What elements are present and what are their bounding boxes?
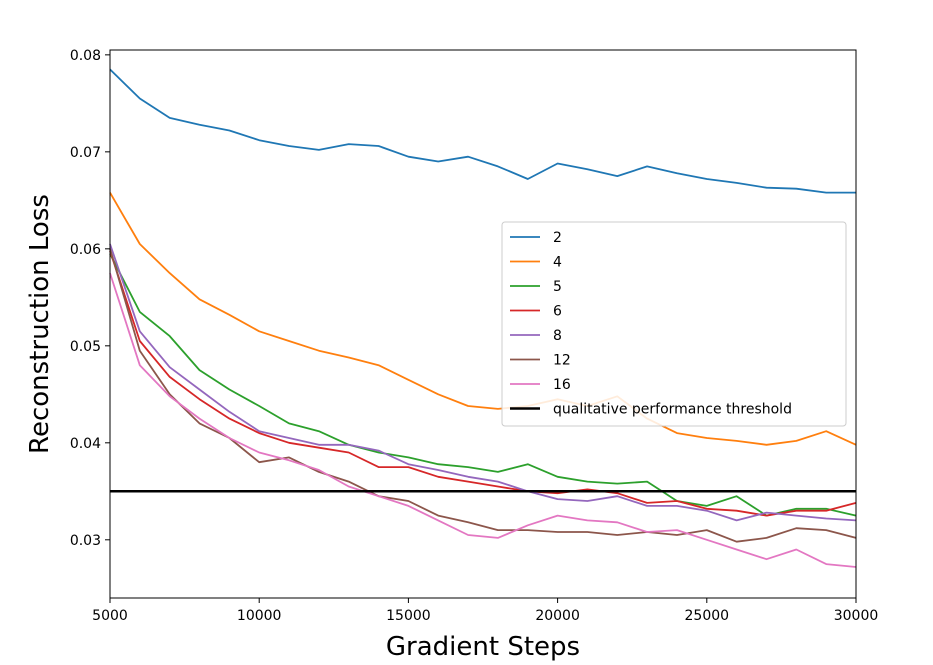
- x-tick-label: 30000: [834, 608, 879, 624]
- legend-label: qualitative performance threshold: [553, 402, 792, 418]
- x-tick-label: 5000: [92, 608, 128, 624]
- x-tick-label: 10000: [237, 608, 282, 624]
- legend-label: 16: [553, 377, 571, 393]
- legend: 2 4 5 6 8 12 16 qualitative performance thresho…: [501, 221, 847, 427]
- x-tick-label: 25000: [685, 608, 730, 624]
- legend-label: 8: [553, 328, 562, 344]
- y-tick-label: 0.03: [70, 533, 101, 549]
- y-tick-label: 0.06: [70, 242, 101, 258]
- series-line-5: [109, 243, 857, 522]
- series-line-6: [109, 248, 857, 543]
- legend-label: 6: [553, 304, 562, 320]
- y-tick-label: 0.04: [70, 436, 101, 452]
- series-line-7: [109, 272, 857, 568]
- x-tick-label: 20000: [535, 608, 580, 624]
- y-tick-label: 0.05: [70, 339, 101, 355]
- y-tick-label: 0.07: [70, 145, 101, 161]
- legend-box: [501, 221, 847, 427]
- legend-label: 12: [553, 353, 571, 369]
- y-axis-title: Reconstruction Loss: [25, 194, 55, 454]
- y-tick-label: 0.08: [70, 48, 101, 64]
- y-axis: 0.03 0.04 0.05 0.06 0.07 0.08: [70, 48, 110, 549]
- x-axis: 5000 10000 15000 20000 25000 30000: [92, 598, 878, 624]
- x-tick-label: 15000: [386, 608, 431, 624]
- series-line-2: [109, 192, 857, 446]
- legend-label: 4: [553, 255, 562, 271]
- series-line-3: [109, 253, 857, 517]
- series-line-1: [109, 68, 856, 194]
- series-line-4: [109, 250, 857, 517]
- plot-frame: [109, 49, 857, 599]
- series-lines: [109, 68, 857, 568]
- x-axis-title: Gradient Steps: [386, 632, 580, 662]
- legend-label: 2: [553, 230, 562, 246]
- legend-label: 5: [553, 279, 562, 295]
